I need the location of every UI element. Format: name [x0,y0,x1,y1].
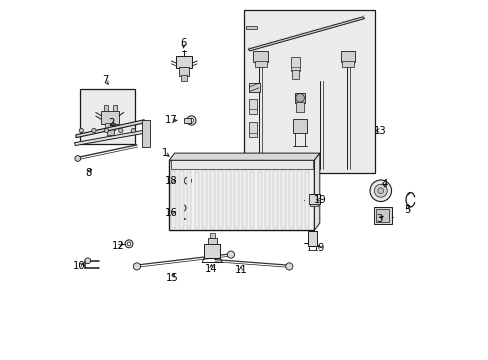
Bar [171,160,312,169]
Bar [113,105,117,111]
Bar [204,244,220,258]
Circle shape [131,129,135,133]
Bar [290,57,300,71]
Bar [244,10,375,173]
Text: 4: 4 [381,179,386,189]
Bar [308,194,319,204]
Bar [294,93,305,103]
Bar [181,75,187,81]
Bar [254,60,266,67]
Bar [210,171,215,228]
Bar [308,231,317,246]
Circle shape [75,156,81,161]
Text: 6: 6 [180,38,186,48]
Circle shape [127,242,131,246]
Bar [142,120,149,147]
Bar [373,207,391,224]
Circle shape [179,205,185,211]
Bar [341,51,354,62]
Bar [80,89,135,144]
Polygon shape [74,130,147,145]
Text: 8: 8 [85,168,91,178]
Text: 1: 1 [162,148,168,158]
Bar [248,99,256,114]
Polygon shape [76,120,145,138]
Bar [265,171,269,228]
Text: 2: 2 [108,118,114,128]
Text: 14: 14 [205,264,217,274]
Bar [194,171,199,228]
Bar [342,60,353,67]
Circle shape [186,116,196,125]
Bar [186,171,191,228]
Bar [104,123,115,130]
Text: 16: 16 [164,208,177,218]
Bar [106,129,114,135]
Text: 12: 12 [112,241,124,251]
Bar [248,122,256,137]
Bar [292,69,298,78]
Bar [273,171,278,228]
Text: 9: 9 [317,243,323,253]
Text: 19: 19 [313,195,326,205]
Bar [233,171,238,228]
Bar [171,171,175,228]
Bar [207,238,216,244]
Circle shape [377,188,383,194]
Text: 11: 11 [234,265,247,275]
Circle shape [79,129,83,133]
Bar [241,171,246,228]
Bar [296,171,301,228]
Circle shape [92,129,96,133]
Circle shape [85,258,90,264]
Circle shape [227,251,234,258]
Text: 5: 5 [404,206,410,216]
Text: 3: 3 [375,215,381,224]
Circle shape [119,129,122,133]
Bar [101,111,119,124]
Text: 18: 18 [164,176,177,186]
Bar [310,204,318,206]
Circle shape [133,263,140,270]
Bar [288,171,293,228]
Circle shape [285,263,292,270]
Polygon shape [169,153,319,160]
Text: 17: 17 [164,116,177,126]
Bar [184,118,191,123]
Bar [295,102,304,112]
Bar [246,26,257,30]
Bar [257,171,262,228]
Bar [253,51,267,62]
Bar [248,83,259,92]
Bar [210,247,215,253]
Text: 10: 10 [72,261,85,271]
Bar [179,171,183,228]
Bar [225,171,230,228]
Bar [202,171,207,228]
Text: 7: 7 [102,75,109,85]
Text: 15: 15 [165,273,178,283]
Bar [304,171,309,228]
Bar [209,233,214,238]
Bar [103,105,108,111]
Circle shape [373,184,386,197]
Circle shape [184,177,191,184]
Bar [179,67,189,76]
Bar [218,171,223,228]
Circle shape [125,240,133,248]
Polygon shape [247,17,364,51]
Circle shape [189,118,193,123]
Bar [292,119,306,134]
Text: 13: 13 [373,126,386,135]
Bar [176,56,192,68]
Circle shape [295,94,304,102]
Bar [376,209,388,222]
Bar [249,171,254,228]
Circle shape [369,180,391,202]
Circle shape [104,129,108,133]
Polygon shape [314,153,319,230]
Bar [281,171,285,228]
Bar [169,160,314,230]
